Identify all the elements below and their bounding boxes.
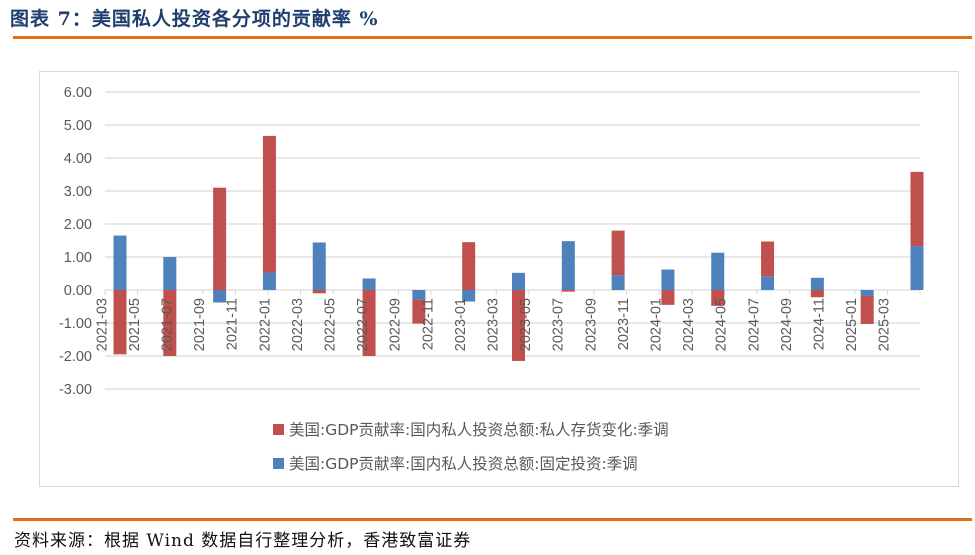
y-tick-label: 3.00 (64, 184, 92, 200)
x-tick-label: 2021-03 (94, 298, 110, 351)
bar-segment-inventory (860, 295, 874, 324)
bar-segment-fixed (412, 290, 426, 300)
bar-segment-inventory (163, 290, 177, 356)
bar-segment-fixed (661, 269, 675, 290)
bar-segment-fixed (312, 242, 326, 290)
x-tick-label: 2021-11 (225, 298, 241, 350)
bar-segment-fixed (512, 272, 525, 290)
legend-item-fixed: 美国:GDP贡献率:国内私人投资总额:固定投资:季调 (273, 452, 638, 474)
bar-segment-fixed (362, 278, 376, 290)
bottom-rule (13, 518, 972, 521)
legend-item-inventory: 美国:GDP贡献率:国内私人投资总额:私人存货变化:季调 (273, 418, 669, 440)
x-tick-label: 2022-11 (420, 298, 436, 350)
y-tick-label: -2.00 (59, 349, 92, 365)
y-tick-label: 4.00 (64, 151, 92, 167)
x-tick-label: 2022-09 (388, 298, 404, 351)
bar-segment-fixed (561, 241, 575, 290)
bar-segment-inventory (611, 230, 625, 276)
x-tick-label: 2023-05 (518, 298, 534, 351)
x-tick-label: 2024-03 (681, 298, 697, 351)
bar-segment-inventory (561, 290, 575, 292)
bar-segment-fixed (213, 290, 227, 303)
bar-segment-fixed (262, 272, 276, 290)
x-tick-label: 2021-07 (160, 298, 176, 351)
x-tick-label: 2025-03 (877, 298, 893, 351)
x-tick-label: 2023-07 (551, 298, 567, 351)
y-tick-label: -1.00 (59, 316, 92, 332)
source-note: 资料来源：根据 Wind 数据自行整理分析，香港致富证券 (14, 531, 472, 551)
bar-segment-inventory (711, 290, 725, 306)
bar-segment-fixed (113, 235, 127, 290)
bar-segment-inventory (262, 135, 276, 273)
bar-segment-fixed (910, 246, 924, 290)
y-tick-label: 0.00 (64, 283, 92, 299)
y-tick-label: 2.00 (64, 217, 92, 233)
bar-segment-fixed (810, 277, 824, 290)
legend-label-fixed: 美国:GDP贡献率:国内私人投资总额:固定投资:季调 (289, 455, 638, 473)
legend-label-inventory: 美国:GDP贡献率:国内私人投资总额:私人存货变化:季调 (289, 421, 669, 439)
y-tick-label: 1.00 (64, 250, 92, 266)
x-tick-label: 2023-03 (486, 298, 502, 351)
x-tick-label: 2022-05 (323, 298, 339, 351)
bar-segment-fixed (761, 276, 775, 290)
bar-segment-inventory (462, 242, 476, 290)
bar-segment-inventory (312, 290, 326, 294)
bar-segment-inventory (213, 187, 227, 290)
bar-segment-inventory (512, 290, 525, 361)
y-tick-label: 6.00 (64, 85, 92, 101)
x-tick-label: 2023-09 (583, 298, 599, 351)
x-tick-label: 2021-09 (192, 298, 208, 351)
legend-swatch-red-icon (273, 423, 284, 435)
bar-segment-inventory (810, 290, 824, 298)
top-rule (13, 36, 972, 39)
bar-segment-fixed (711, 252, 725, 290)
legend-swatch-blue-icon (273, 457, 284, 469)
bar-segment-inventory (910, 171, 924, 247)
bar-segment-inventory (113, 290, 127, 355)
bar-segment-fixed (163, 257, 177, 290)
x-tick-label: 2022-01 (257, 298, 273, 351)
bar-segment-inventory (661, 290, 675, 305)
x-tick-label: 2024-07 (746, 298, 762, 351)
x-tick-label: 2024-11 (812, 298, 828, 350)
bar-segment-fixed (611, 275, 625, 290)
figure-title: 图表 7：美国私人投资各分项的贡献率 % (10, 8, 379, 30)
y-tick-label: 5.00 (64, 118, 92, 134)
bar-segment-inventory (761, 241, 775, 277)
x-tick-label: 2024-05 (714, 298, 730, 351)
x-tick-label: 2024-09 (779, 298, 795, 351)
bar-segment-fixed (462, 290, 476, 302)
x-tick-label: 2022-07 (355, 298, 371, 351)
bar-segment-inventory (362, 290, 376, 356)
x-tick-label: 2024-01 (649, 298, 665, 351)
x-tick-label: 2022-03 (290, 298, 306, 351)
y-tick-label: -3.00 (59, 382, 92, 398)
chart-area: 6.00 5.00 4.00 3.00 2.00 1.00 0.00 -1.00 -2.00 -3… (39, 71, 959, 487)
bar-segment-fixed (860, 290, 874, 296)
x-tick-label: 2021-05 (127, 298, 143, 351)
bar-segment-inventory (412, 299, 426, 324)
x-tick-label: 2023-01 (453, 298, 469, 351)
x-tick-label: 2023-11 (616, 298, 632, 350)
stacked-bar-chart: 6.00 5.00 4.00 3.00 2.00 1.00 0.00 -1.00 -2.00 -3… (59, 85, 924, 398)
x-tick-label: 2025-01 (844, 298, 860, 351)
